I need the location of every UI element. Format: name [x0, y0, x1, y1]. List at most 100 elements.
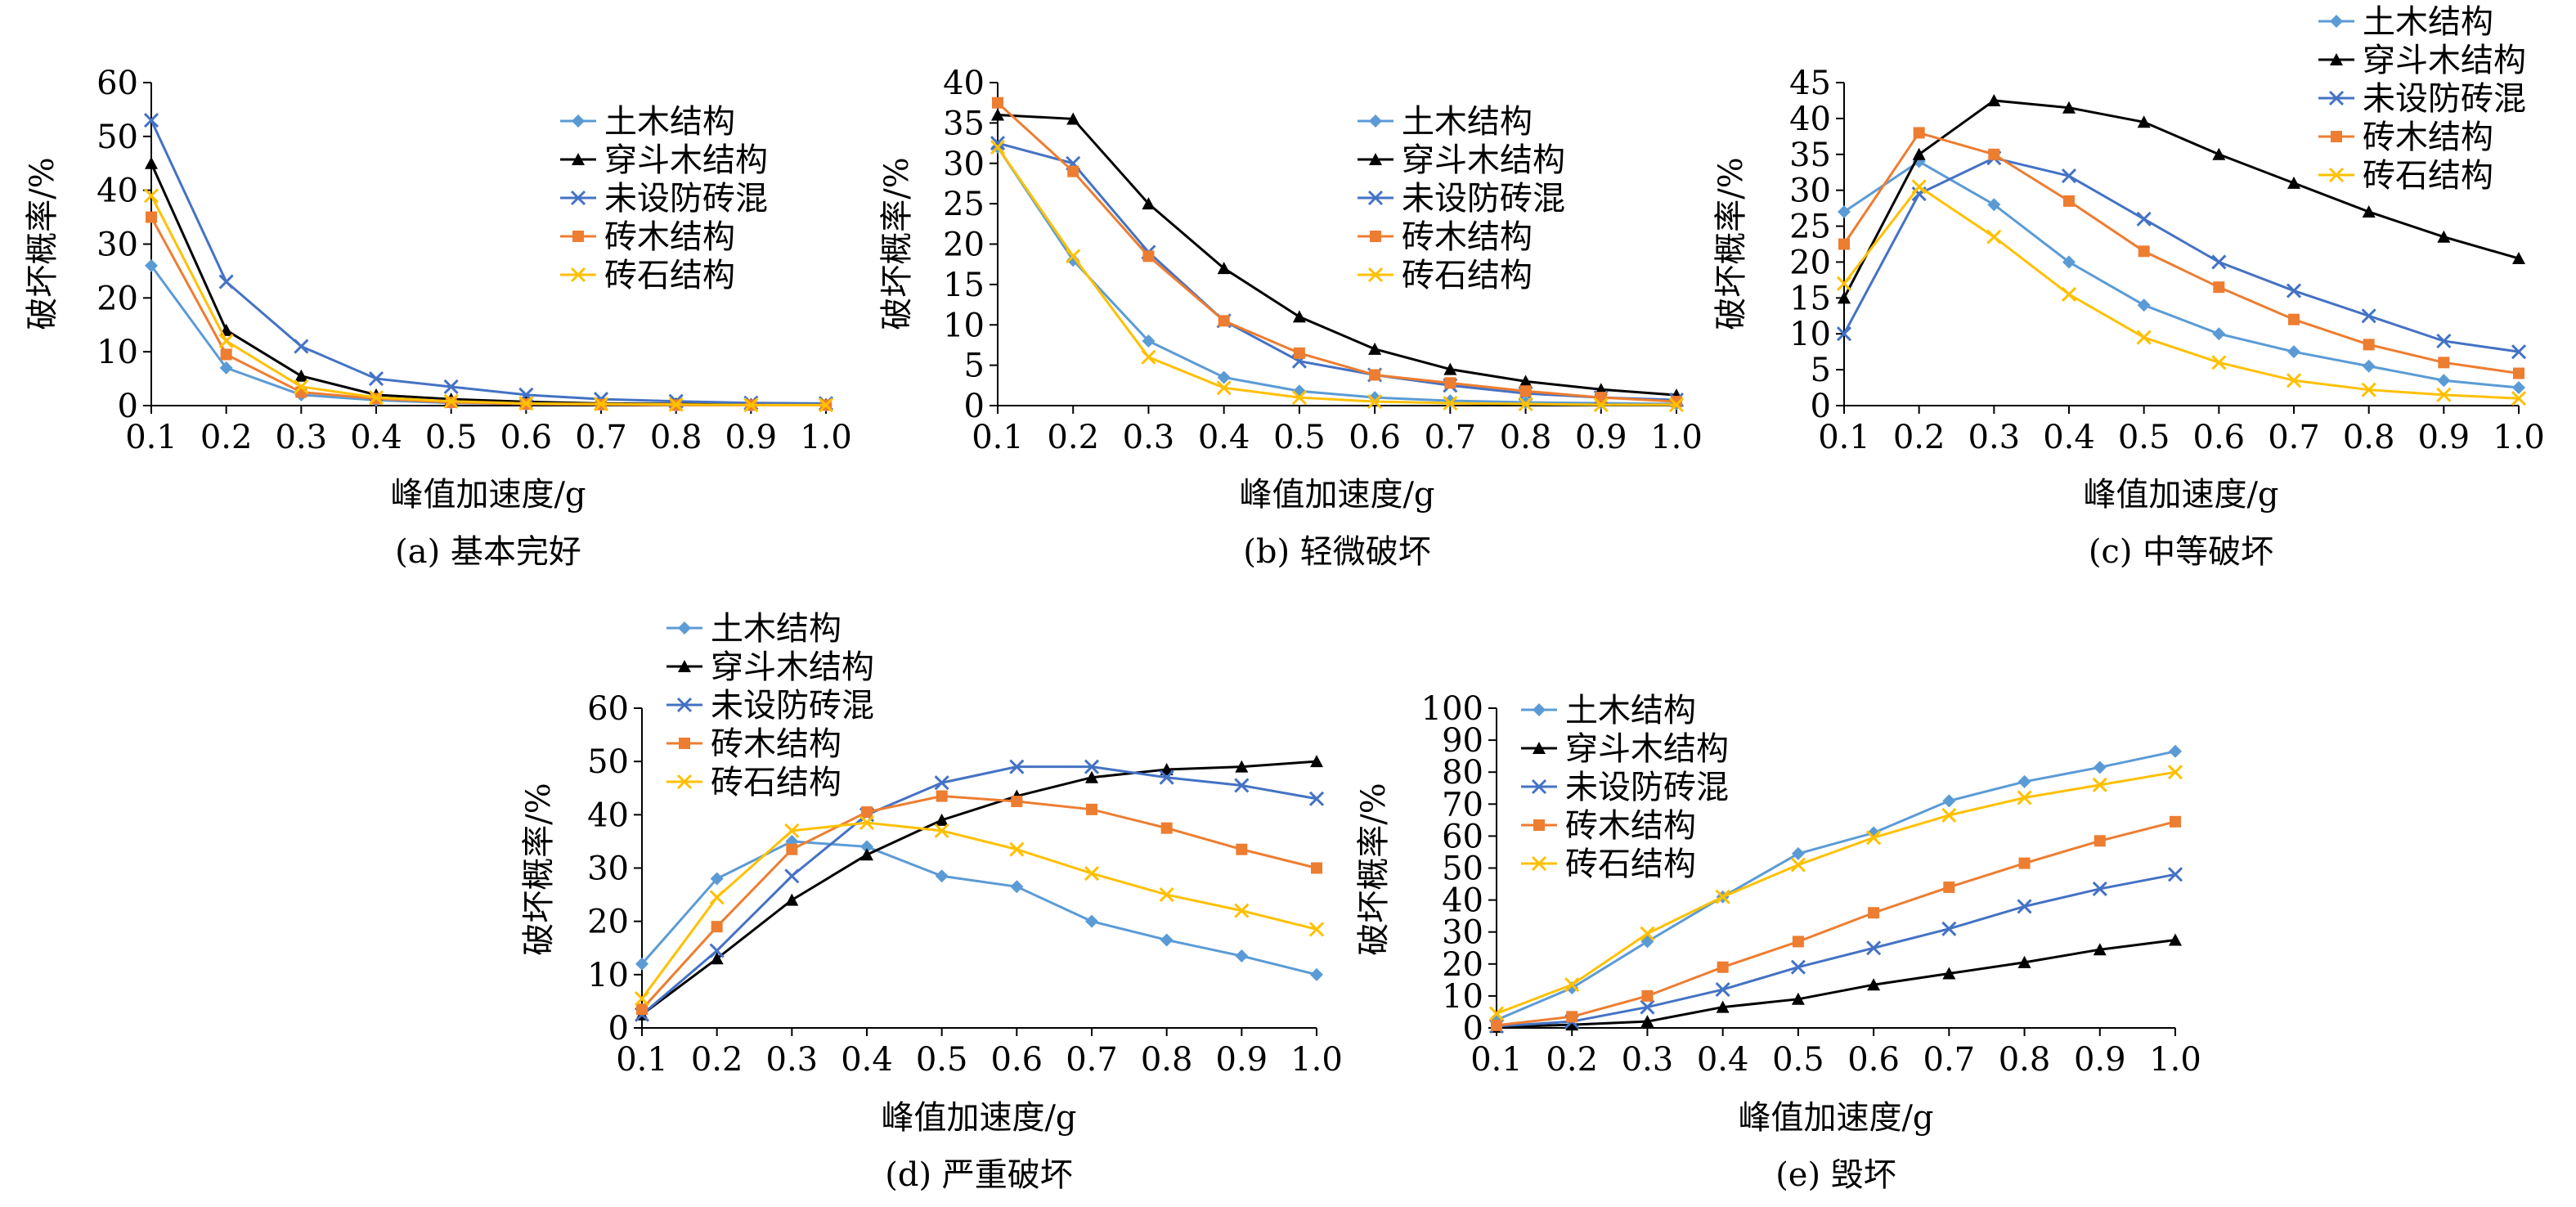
- panel-e-legend-label: 土木结构: [1565, 692, 1696, 729]
- panel-d-legend-marker: [679, 738, 690, 749]
- panel-b-data-point: [1142, 197, 1156, 210]
- panel-c-series-line: [1842, 131, 2520, 375]
- panel-c-data-point: [1987, 198, 2001, 212]
- panel-d-x-tick-label: 0.9: [1216, 1041, 1268, 1079]
- panel-c-x-tick-label: 0.9: [2418, 419, 2471, 456]
- panel-a-legend-entry: 土木结构: [560, 103, 735, 141]
- panel-e-legend-marker: [1533, 742, 1546, 754]
- panel-d-x-tick-label: 0.3: [766, 1041, 819, 1079]
- panel-e-data-point: [1491, 1019, 1502, 1031]
- panel-c-data-point: [1913, 127, 1925, 139]
- panel-c-legend-marker: [2328, 167, 2345, 183]
- panel-d-x-tick-label: 0.6: [991, 1041, 1043, 1079]
- panel-c-data-point: [2061, 286, 2077, 303]
- panel-a-series-line: [150, 119, 827, 405]
- panel-e-data-point: [1867, 978, 1881, 991]
- panel-e-x-tick-label: 0.7: [1923, 1041, 1976, 1079]
- panel-e-data-point: [2092, 881, 2107, 896]
- panel-a-data-point: [668, 397, 684, 412]
- panel-c-data-point: [1988, 148, 2000, 160]
- panel-c-data-point: [2287, 176, 2300, 189]
- panel-a-legend-entry: 砖石结构: [560, 257, 735, 294]
- panel-c-data-point: [1986, 229, 2002, 245]
- panel-d-plot: 0 10 20 30 40 50 60 0.1 0.2 0.3 0.4 0.5 0.6 0.7 0.8 0.9…: [587, 690, 1343, 1079]
- panel-e-data-point: [1790, 959, 1806, 975]
- panel-e-legend-marker: [1533, 819, 1545, 831]
- panel-e-data-point: [2018, 857, 2031, 869]
- panel-b-y-tick-label: 20: [943, 227, 985, 264]
- panel-c-legend-label: 穿斗木结构: [2363, 42, 2526, 79]
- panel-c-y-tick-label: 35: [1789, 137, 1831, 174]
- panel-e-data-point: [1641, 989, 1654, 1002]
- panel-d-y-tick-label: 20: [587, 904, 629, 941]
- panel-c-data-point: [2286, 283, 2302, 298]
- panel-e-legend-label: 穿斗木结构: [1565, 730, 1729, 768]
- panel-e-data-point: [1488, 1006, 1505, 1021]
- panel-c-data-point: [2511, 391, 2527, 406]
- panel-d-data-point: [1310, 755, 1323, 768]
- panel-d-data-point: [1010, 880, 1024, 894]
- panel-e-x-tick-label: 0.1: [1470, 1041, 1523, 1079]
- panel-a: 破坏概率/% 0 10 20 30 40 50 60 0.1 0.2 0.3 0.4 0.5 0.6 0.…: [24, 65, 852, 571]
- panel-e-x-tick-label: 0.5: [1772, 1041, 1824, 1079]
- panel-a-data-point: [145, 258, 158, 272]
- panel-e-data-point: [1640, 926, 1655, 941]
- panel-c-data-point: [2136, 211, 2152, 227]
- panel-e-series-line: [1496, 873, 2176, 1028]
- panel-d-xlabel: 峰值加速度/g: [881, 1099, 1076, 1137]
- panel-b-y-tick-label: 30: [943, 146, 985, 183]
- panel-c-data-point: [1836, 326, 1852, 342]
- panel-d-data-point: [1311, 862, 1322, 874]
- panel-d-legend-label: 穿斗木结构: [711, 648, 874, 686]
- panel-d-data-point: [1236, 843, 1248, 855]
- panel-a-x-tick-label: 0.5: [425, 419, 478, 456]
- panel-b-y-tick-label: 40: [943, 65, 985, 102]
- panel-c-x-tick-label: 0.7: [2268, 419, 2320, 456]
- panel-a-legend-label: 穿斗木结构: [604, 141, 768, 179]
- panel-a-x-tick-label: 0.4: [350, 419, 402, 456]
- panel-d-data-point: [709, 943, 725, 958]
- panel-d-legend-marker: [678, 621, 691, 635]
- panel-c-y-tick-label: 30: [1789, 173, 1831, 210]
- panel-d-x-tick-label: 0.1: [616, 1041, 668, 1079]
- panel-e-data-point: [1565, 981, 1579, 995]
- panel-d-data-point: [1234, 903, 1250, 918]
- panel-c-data-point: [1912, 147, 1926, 160]
- panel-d-data-point: [935, 813, 949, 826]
- panel-d-data-point: [1159, 887, 1174, 903]
- panel-e-y-tick-label: 30: [1442, 914, 1483, 952]
- panel-d-data-point: [1085, 770, 1098, 783]
- panel-b-series-line: [996, 146, 1677, 406]
- panel-d-data-point: [1308, 922, 1325, 937]
- panel-d-legend-label: 未设防砖混: [711, 687, 874, 725]
- panel-c-data-point: [2361, 308, 2376, 324]
- panel-d-data-point: [1160, 762, 1174, 775]
- panel-e-data-point: [2017, 955, 2031, 968]
- panel-b-data-point: [1292, 310, 1306, 323]
- panel-e-data-point: [1640, 1015, 1654, 1028]
- panel-e-x-tick-label: 0.4: [1697, 1041, 1749, 1079]
- panel-c-x-tick-label: 0.8: [2343, 419, 2395, 456]
- panel-d: 破坏概率/% 0 10 20 30 40 50 60 0.1 0.2 0.3 0.4 0.5 0.6 0.…: [520, 610, 1343, 1194]
- panel-b-x-tick-label: 0.6: [1349, 419, 1401, 456]
- panel-c-data-point: [2211, 254, 2227, 270]
- panel-c-data-point: [2212, 327, 2226, 341]
- panel-b-data-point: [1519, 385, 1532, 397]
- panel-d-data-point: [859, 815, 875, 831]
- panel-d-data-point: [935, 869, 949, 883]
- panel-c-data-point: [2062, 255, 2076, 269]
- panel-e-series-line: [1496, 820, 2176, 1027]
- panel-a-data-point: [143, 188, 159, 204]
- panel-a-x-tick-label: 0.8: [650, 419, 702, 456]
- panel-e-data-point: [1791, 846, 1805, 860]
- panel-e-data-point: [2017, 774, 2031, 788]
- panel-e-series-line: [1496, 938, 2176, 1029]
- panel-e-legend-marker: [1533, 703, 1546, 716]
- panel-e-y-tick-label: 50: [1442, 850, 1483, 888]
- panel-b-legend-label: 砖石结构: [1402, 257, 1533, 294]
- panel-d-y-tick-label: 0: [608, 1010, 629, 1048]
- panel-c-data-point: [1838, 238, 1850, 250]
- panel-c-legend-entry: 砖石结构: [2318, 157, 2493, 195]
